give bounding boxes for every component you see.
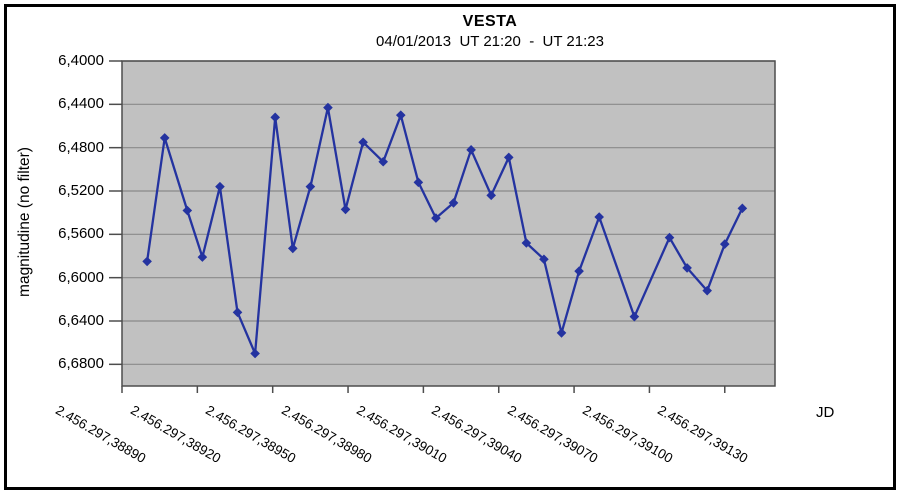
y-axis-tick-label: 6,6400 <box>58 312 104 329</box>
data-point-marker <box>358 137 368 148</box>
y-axis-tick-label: 6,4000 <box>58 52 104 69</box>
x-axis-title: JD <box>816 404 835 421</box>
data-point-marker <box>378 156 389 167</box>
data-point-marker <box>159 133 170 143</box>
data-point-marker <box>503 152 514 163</box>
data-point-marker <box>182 205 193 216</box>
data-point-marker <box>413 177 424 188</box>
data-point-marker <box>305 181 316 192</box>
y-axis-tick-label: 6,6000 <box>58 268 104 286</box>
data-point-marker <box>270 112 281 123</box>
data-point-marker <box>682 263 692 273</box>
data-point-marker <box>215 181 225 192</box>
data-point-marker <box>142 256 152 267</box>
data-point-marker <box>466 145 476 155</box>
data-point-marker <box>574 266 584 276</box>
data-point-marker <box>521 238 532 248</box>
data-point-marker <box>702 285 712 296</box>
y-axis-tick-label: 6,6800 <box>58 355 104 373</box>
data-point-marker <box>539 254 549 265</box>
chart-subtitle: 04/01/2013 UT 21:20 - UT 21:23 <box>376 33 604 50</box>
data-point-marker <box>664 232 675 243</box>
series-line <box>145 106 744 355</box>
y-axis-tick-label: 6,5600 <box>58 225 104 243</box>
data-point-marker <box>737 203 748 214</box>
data-point-marker <box>287 243 298 254</box>
plot-area <box>122 61 775 386</box>
data-point-marker <box>232 307 243 318</box>
plot-border <box>121 60 776 387</box>
data-point-marker <box>340 204 351 215</box>
y-axis-tick-label: 6,4400 <box>58 95 104 113</box>
data-point-marker <box>395 110 406 120</box>
data-point-marker <box>719 239 730 249</box>
data-point-marker <box>323 102 333 113</box>
data-point-marker <box>448 198 459 208</box>
y-axis-tick-label: 6,4800 <box>58 138 104 156</box>
data-point-marker <box>431 213 441 223</box>
data-point-marker <box>556 328 567 338</box>
data-point-marker <box>197 252 208 262</box>
data-point-marker <box>594 212 604 222</box>
data-point-marker <box>486 190 496 201</box>
y-axis-tick-label: 6,5200 <box>58 182 104 199</box>
chart-title: VESTA <box>462 13 518 30</box>
data-point-marker <box>250 348 260 359</box>
data-point-marker <box>629 311 640 322</box>
